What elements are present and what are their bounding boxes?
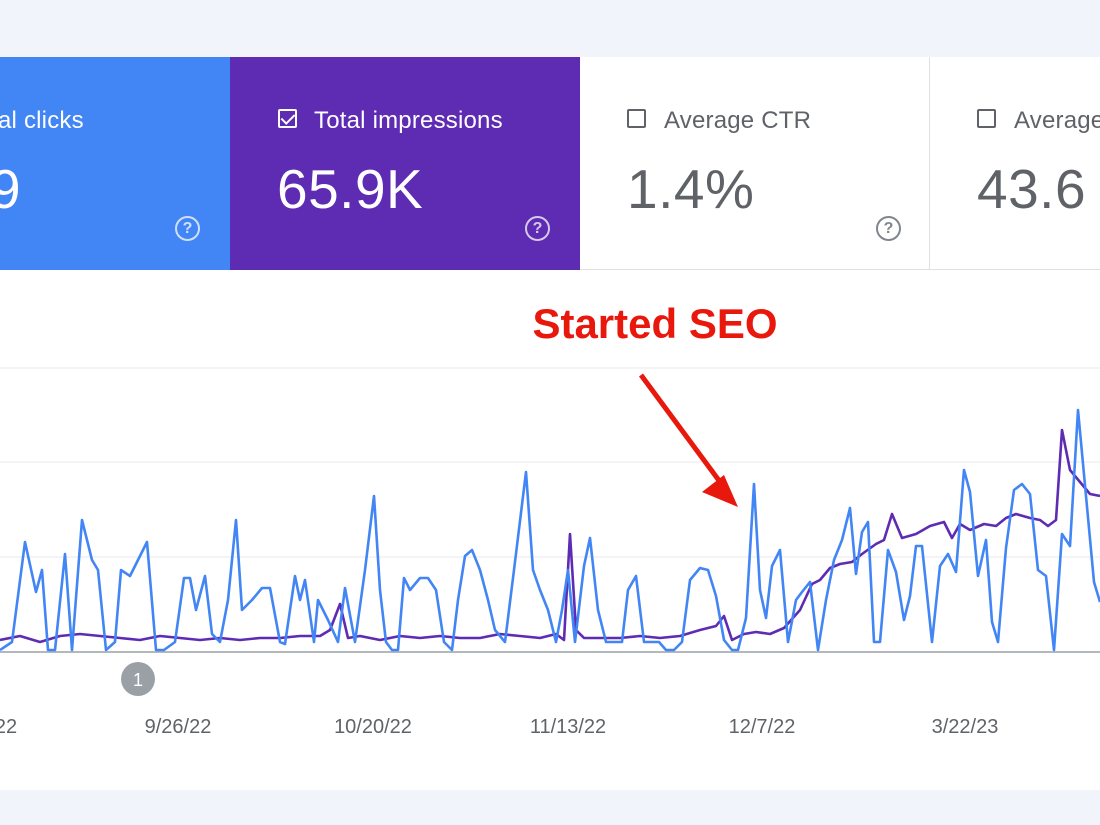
average-position-value: 43.6 <box>977 158 1087 220</box>
average-position-card[interactable]: Average 43.6 <box>930 57 1100 270</box>
started-seo-annotation: Started SEO <box>532 300 778 507</box>
checkbox-unchecked-icon[interactable] <box>977 109 996 128</box>
started-seo-label: Started SEO <box>532 300 777 347</box>
help-icon[interactable]: ? <box>175 216 200 241</box>
metric-cards: al clicks 9 ? Total impressions 65.9K ? … <box>0 57 1100 270</box>
average-ctr-label: Average CTR <box>664 107 812 134</box>
average-position-label: Average <box>1014 107 1100 134</box>
help-icon[interactable]: ? <box>525 216 550 241</box>
performance-chart: 22 9/26/22 10/20/22 11/13/22 12/7/22 3/22/23 … <box>0 300 1100 738</box>
average-ctr-value: 1.4% <box>627 158 755 220</box>
total-impressions-value: 65.9K <box>277 158 424 220</box>
annotation-arrow-line <box>638 373 729 492</box>
x-tick-label: 9/26/22 <box>145 716 212 738</box>
x-tick-label: 11/13/22 <box>530 716 606 738</box>
total-impressions-card[interactable]: Total impressions 65.9K ? <box>230 57 580 270</box>
total-clicks-value: 9 <box>0 158 22 220</box>
x-tick-label: 22 <box>0 716 17 738</box>
chart-grid <box>0 367 1100 653</box>
average-ctr-card[interactable]: Average CTR 1.4% ? <box>580 57 930 270</box>
x-tick-label: 3/22/23 <box>932 716 999 738</box>
total-clicks-label: al clicks <box>0 107 84 134</box>
checkbox-checked-icon[interactable] <box>278 109 297 128</box>
checkbox-unchecked-icon[interactable] <box>627 109 646 128</box>
x-tick-label: 10/20/22 <box>334 716 412 738</box>
annotation-arrowhead <box>702 475 738 507</box>
annotation-marker-circle[interactable] <box>121 662 155 696</box>
x-tick-label: 12/7/22 <box>729 716 796 738</box>
total-impressions-label: Total impressions <box>314 107 503 134</box>
annotation-marker-label: 1 <box>133 670 143 690</box>
annotation-marker[interactable]: 1 <box>121 662 155 696</box>
x-axis-ticks: 22 9/26/22 10/20/22 11/13/22 12/7/22 3/22/23 <box>0 716 998 738</box>
total-clicks-card[interactable]: al clicks 9 ? <box>0 57 230 270</box>
performance-panel: al clicks 9 ? Total impressions 65.9K ? … <box>0 57 1100 790</box>
chart-series <box>0 408 1100 652</box>
help-icon[interactable]: ? <box>876 216 901 241</box>
series-line-clicks <box>0 408 1100 652</box>
